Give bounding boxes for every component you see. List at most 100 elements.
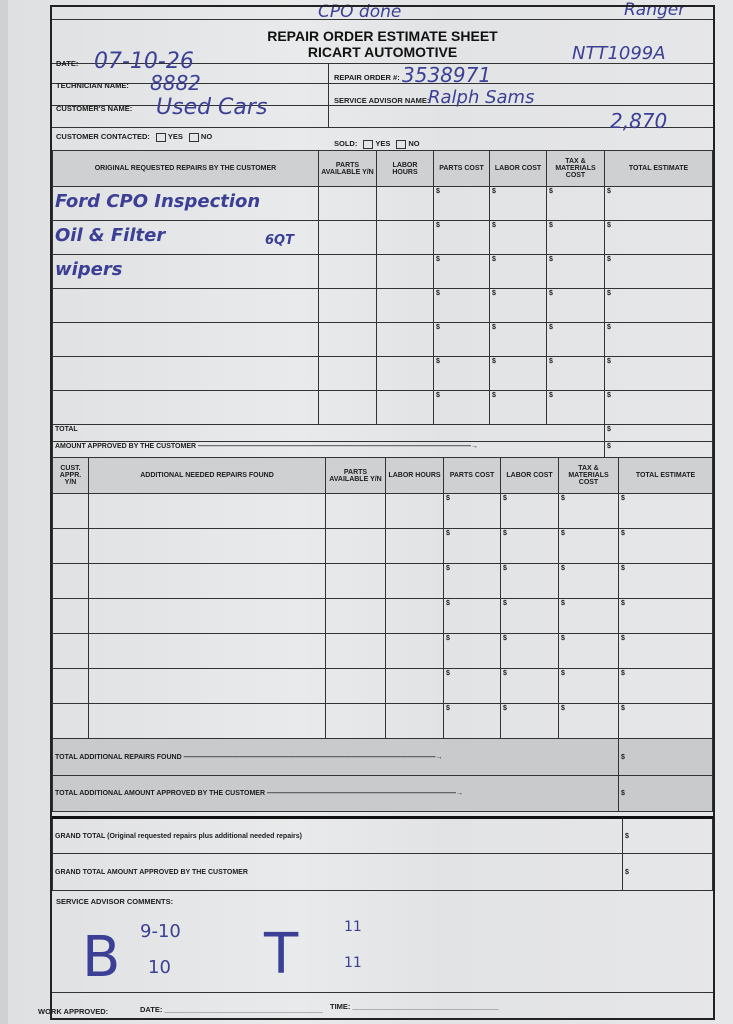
labor-hours-cell[interactable] — [385, 598, 444, 634]
cost-cell[interactable]: $ — [604, 322, 713, 357]
cost-cell[interactable]: $ — [546, 186, 605, 221]
cost-cell[interactable]: $ — [546, 356, 605, 391]
parts-available-cell[interactable] — [325, 668, 386, 704]
parts-available-cell[interactable] — [318, 322, 377, 357]
contacted-no-checkbox[interactable] — [188, 132, 199, 142]
cost-cell[interactable]: $ — [558, 493, 619, 529]
repair-description[interactable]: Ford CPO Inspection — [52, 186, 319, 221]
work-approved-time[interactable]: TIME: __________________________________… — [330, 1002, 499, 1011]
labor-hours-cell[interactable] — [376, 356, 434, 391]
cost-cell[interactable]: $ — [500, 563, 559, 599]
repair-description[interactable] — [88, 703, 326, 739]
cust-appr-cell[interactable] — [52, 633, 89, 669]
technician-value[interactable]: 8882 — [150, 71, 201, 95]
repair-description[interactable] — [88, 493, 326, 529]
cost-cell[interactable]: $ — [604, 390, 713, 425]
cost-cell[interactable]: $ — [489, 254, 547, 289]
cust-appr-cell[interactable] — [52, 668, 89, 704]
cost-cell[interactable]: $ — [604, 288, 713, 323]
labor-hours-cell[interactable] — [385, 668, 444, 704]
cost-cell[interactable]: $ — [500, 633, 559, 669]
repair-description[interactable]: wipers — [52, 254, 319, 289]
cost-cell[interactable]: $ — [443, 598, 501, 634]
cost-cell[interactable]: $ — [618, 493, 713, 529]
repair-description[interactable] — [88, 633, 326, 669]
labor-hours-cell[interactable] — [385, 633, 444, 669]
date-value[interactable]: 07-10-26 — [94, 49, 194, 74]
cost-cell[interactable]: $ — [433, 356, 490, 391]
cost-cell[interactable]: $ — [443, 668, 501, 704]
repair-description[interactable] — [88, 598, 326, 634]
sold-no-checkbox[interactable] — [396, 139, 407, 149]
cost-cell[interactable]: $ — [546, 390, 605, 425]
cost-cell[interactable]: $ — [618, 633, 713, 669]
parts-available-cell[interactable] — [325, 528, 386, 564]
parts-available-cell[interactable] — [325, 703, 386, 739]
cost-cell[interactable]: $ — [618, 598, 713, 634]
cust-appr-cell[interactable] — [52, 598, 89, 634]
customer-value[interactable]: Used Cars — [156, 95, 268, 120]
labor-hours-cell[interactable] — [376, 254, 434, 289]
cost-cell[interactable]: $ — [604, 186, 713, 221]
parts-available-cell[interactable] — [318, 390, 377, 425]
parts-available-cell[interactable] — [318, 186, 377, 221]
cost-cell[interactable]: $ — [618, 703, 713, 739]
cost-cell[interactable]: $ — [618, 528, 713, 564]
repair-description[interactable] — [52, 322, 319, 357]
parts-available-cell[interactable] — [325, 633, 386, 669]
cost-cell[interactable]: $ — [558, 633, 619, 669]
cost-cell[interactable]: $ — [433, 254, 490, 289]
parts-available-cell[interactable] — [325, 493, 386, 529]
cost-cell[interactable]: $ — [604, 220, 713, 255]
cost-cell[interactable]: $ — [500, 493, 559, 529]
cust-appr-cell[interactable] — [52, 493, 89, 529]
cost-cell[interactable]: $ — [443, 703, 501, 739]
cost-cell[interactable]: $ — [489, 186, 547, 221]
labor-hours-cell[interactable] — [385, 493, 444, 529]
parts-available-cell[interactable] — [325, 563, 386, 599]
cost-cell[interactable]: $ — [489, 356, 547, 391]
cost-cell[interactable]: $ — [433, 288, 490, 323]
cost-cell[interactable]: $ — [604, 254, 713, 289]
service-advisor-value[interactable]: Ralph Sams — [428, 87, 535, 108]
labor-hours-cell[interactable] — [385, 563, 444, 599]
cost-cell[interactable]: $ — [433, 322, 490, 357]
cost-cell[interactable]: $ — [443, 528, 501, 564]
parts-available-cell[interactable] — [318, 254, 377, 289]
repair-description[interactable] — [52, 390, 319, 425]
cost-cell[interactable]: $ — [558, 598, 619, 634]
repair-description[interactable]: Oil & Filter 6QT — [52, 220, 319, 255]
cost-cell[interactable]: $ — [546, 254, 605, 289]
cost-cell[interactable]: $ — [546, 322, 605, 357]
cost-cell[interactable]: $ — [558, 563, 619, 599]
labor-hours-cell[interactable] — [376, 288, 434, 323]
parts-available-cell[interactable] — [318, 288, 377, 323]
cost-cell[interactable]: $ — [443, 633, 501, 669]
cost-cell[interactable]: $ — [558, 703, 619, 739]
repair-description[interactable] — [88, 528, 326, 564]
labor-hours-cell[interactable] — [385, 703, 444, 739]
repair-description[interactable] — [52, 356, 319, 391]
labor-hours-cell[interactable] — [376, 390, 434, 425]
cost-cell[interactable]: $ — [500, 598, 559, 634]
cost-cell[interactable]: $ — [500, 668, 559, 704]
cost-cell[interactable]: $ — [500, 528, 559, 564]
repair-description[interactable] — [88, 668, 326, 704]
repair-description[interactable] — [88, 563, 326, 599]
contacted-yes-checkbox[interactable] — [155, 132, 166, 142]
cust-appr-cell[interactable] — [52, 563, 89, 599]
cost-cell[interactable]: $ — [618, 563, 713, 599]
cost-cell[interactable]: $ — [618, 668, 713, 704]
sold-yes-checkbox[interactable] — [363, 139, 374, 149]
parts-available-cell[interactable] — [318, 356, 377, 391]
cost-cell[interactable]: $ — [433, 220, 490, 255]
parts-available-cell[interactable] — [318, 220, 377, 255]
cost-cell[interactable]: $ — [443, 493, 501, 529]
repair-description[interactable] — [52, 288, 319, 323]
cust-appr-cell[interactable] — [52, 528, 89, 564]
cost-cell[interactable]: $ — [443, 563, 501, 599]
labor-hours-cell[interactable] — [376, 322, 434, 357]
cost-cell[interactable]: $ — [489, 322, 547, 357]
cost-cell[interactable]: $ — [604, 356, 713, 391]
repair-order-value[interactable]: 3538971 — [402, 63, 492, 87]
